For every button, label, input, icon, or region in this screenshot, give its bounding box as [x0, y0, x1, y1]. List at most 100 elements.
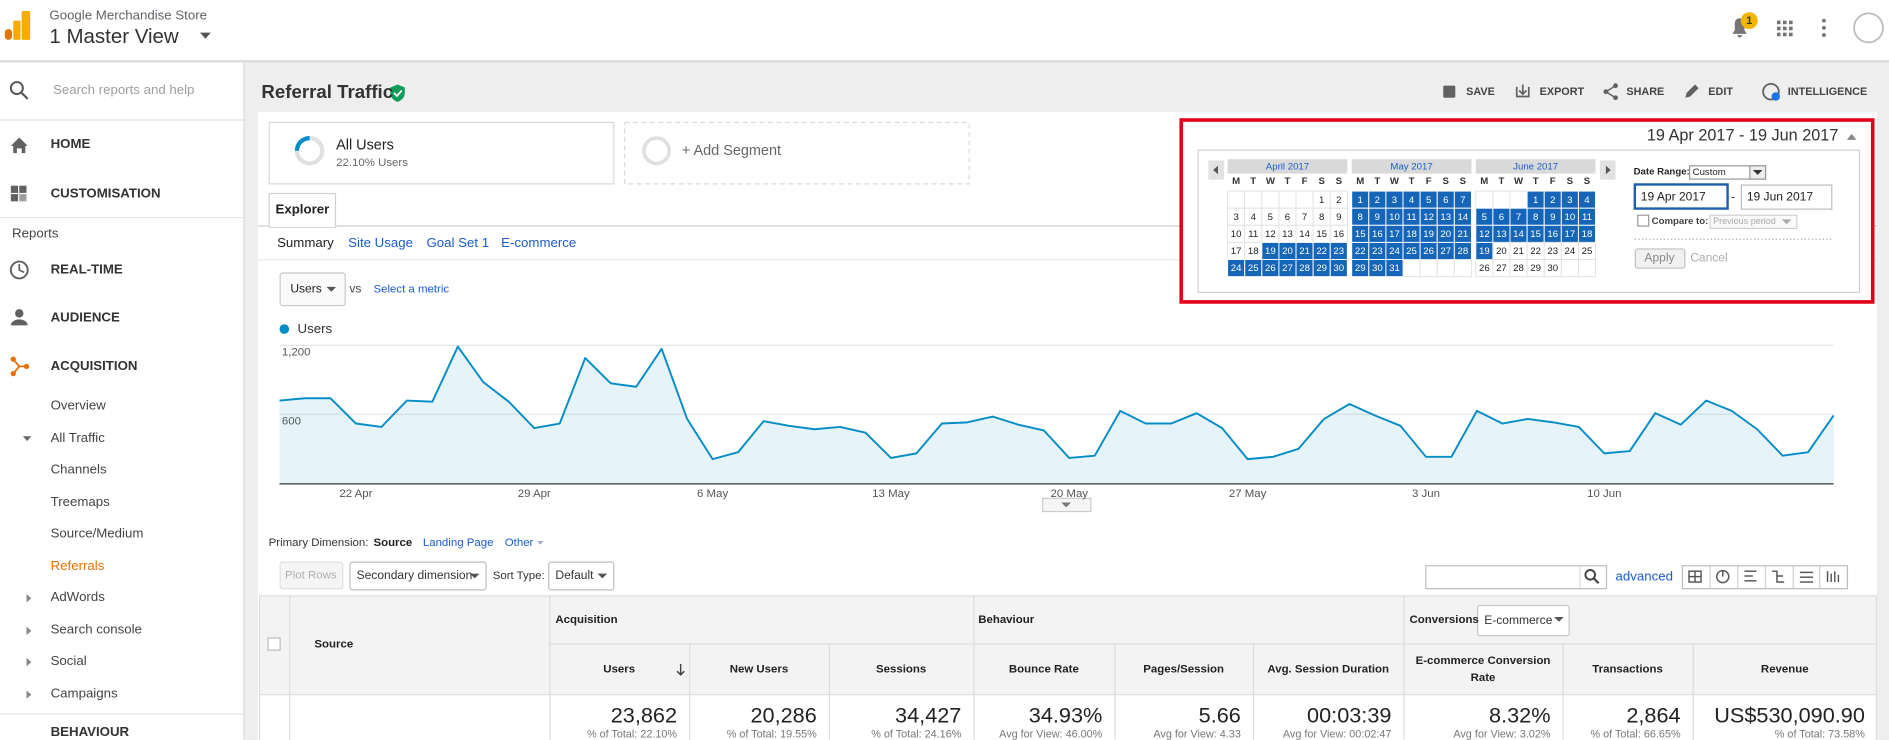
- day-number[interactable]: 4: [1251, 212, 1257, 223]
- day-number[interactable]: 29: [1530, 263, 1541, 274]
- day-number[interactable]: 7: [1460, 195, 1465, 206]
- day-number[interactable]: 22: [1355, 246, 1366, 257]
- day-number[interactable]: 10: [1565, 212, 1576, 223]
- day-number[interactable]: 18: [1248, 246, 1259, 257]
- day-number[interactable]: 3: [1392, 195, 1397, 206]
- day-number[interactable]: 11: [1248, 229, 1258, 240]
- day-number[interactable]: 25: [1582, 246, 1593, 257]
- metric-select[interactable]: Users: [290, 281, 321, 295]
- secondary-dimension[interactable]: Secondary dimension: [357, 568, 473, 582]
- day-number[interactable]: 6: [1499, 212, 1504, 223]
- nav-item[interactable]: BEHAVIOUR: [51, 724, 130, 739]
- day-number[interactable]: 14: [1513, 229, 1524, 240]
- action-button[interactable]: INTELLIGENCE: [1788, 86, 1867, 98]
- day-number[interactable]: 21: [1299, 246, 1310, 257]
- day-cell[interactable]: [1329, 259, 1348, 278]
- day-number[interactable]: 26: [1479, 263, 1490, 274]
- day-number[interactable]: 12: [1423, 212, 1434, 223]
- day-number[interactable]: 18: [1406, 229, 1417, 240]
- day-number[interactable]: 14: [1458, 212, 1469, 223]
- day-number[interactable]: 19: [1423, 229, 1434, 240]
- day-number[interactable]: 27: [1496, 263, 1507, 274]
- day-number[interactable]: 2: [1336, 195, 1341, 206]
- day-number[interactable]: 8: [1358, 212, 1363, 223]
- day-number[interactable]: 23: [1547, 246, 1558, 257]
- day-number[interactable]: 13: [1440, 212, 1451, 223]
- day-number[interactable]: 12: [1265, 229, 1276, 240]
- day-number[interactable]: 2: [1550, 195, 1555, 206]
- day-number[interactable]: 28: [1458, 246, 1469, 257]
- day-number[interactable]: 30: [1372, 263, 1383, 274]
- day-number[interactable]: 10: [1231, 229, 1242, 240]
- nav-subitem[interactable]: Referrals: [51, 558, 105, 573]
- day-number[interactable]: 21: [1513, 246, 1524, 257]
- day-number[interactable]: 30: [1547, 263, 1558, 274]
- day-number[interactable]: 5: [1482, 212, 1487, 223]
- day-number[interactable]: 29: [1355, 263, 1366, 274]
- start-date-input[interactable]: 19 Apr 2017: [1641, 189, 1706, 203]
- day-number[interactable]: 12: [1479, 229, 1490, 240]
- end-date-input[interactable]: 19 Jun 2017: [1747, 189, 1814, 203]
- day-number[interactable]: 24: [1565, 246, 1576, 257]
- action-button[interactable]: EDIT: [1708, 86, 1733, 98]
- day-number[interactable]: 1: [1358, 195, 1363, 206]
- day-number[interactable]: 16: [1547, 229, 1558, 240]
- day-number[interactable]: 3: [1233, 212, 1238, 223]
- day-number[interactable]: 28: [1299, 263, 1310, 274]
- sub-tab[interactable]: E-commerce: [501, 235, 576, 250]
- day-number[interactable]: 11: [1407, 212, 1417, 223]
- nav-subitem[interactable]: All Traffic: [51, 430, 106, 445]
- explorer-tab[interactable]: Explorer: [276, 201, 330, 216]
- nav-item[interactable]: ACQUISITION: [51, 358, 138, 373]
- nav-item[interactable]: CUSTOMISATION: [51, 186, 161, 201]
- day-number[interactable]: 9: [1375, 212, 1380, 223]
- day-number[interactable]: 9: [1336, 212, 1341, 223]
- nav-item[interactable]: HOME: [51, 136, 91, 151]
- day-number[interactable]: 25: [1248, 263, 1259, 274]
- segment-name[interactable]: All Users: [336, 138, 394, 154]
- select-metric[interactable]: Select a metric: [373, 283, 449, 295]
- column-header[interactable]: Sessions: [876, 662, 927, 676]
- day-number[interactable]: 6: [1443, 195, 1448, 206]
- column-header[interactable]: Pages/Session: [1143, 662, 1225, 676]
- day-number[interactable]: 13: [1496, 229, 1507, 240]
- dimension-option[interactable]: Other: [505, 537, 534, 549]
- day-number[interactable]: 2: [1375, 195, 1380, 206]
- day-number[interactable]: 29: [1316, 263, 1327, 274]
- advanced-link[interactable]: advanced: [1616, 569, 1673, 584]
- action-button[interactable]: SAVE: [1466, 86, 1495, 98]
- nav-subitem[interactable]: Social: [51, 653, 87, 668]
- day-number[interactable]: 20: [1282, 246, 1293, 257]
- day-number[interactable]: 5: [1268, 212, 1273, 223]
- day-number[interactable]: 18: [1582, 229, 1593, 240]
- apply-button[interactable]: Apply: [1644, 251, 1674, 265]
- add-segment[interactable]: + Add Segment: [682, 143, 781, 159]
- day-number[interactable]: 4: [1409, 195, 1415, 206]
- nav-subitem[interactable]: Treemaps: [51, 494, 111, 509]
- day-number[interactable]: 27: [1440, 246, 1451, 257]
- day-number[interactable]: 7: [1516, 212, 1521, 223]
- day-number[interactable]: 9: [1550, 212, 1555, 223]
- search-placeholder[interactable]: Search reports and help: [53, 82, 194, 97]
- day-number[interactable]: 16: [1333, 229, 1344, 240]
- column-header[interactable]: E-commerce Conversion Rate: [1415, 654, 1551, 685]
- nav-subitem[interactable]: Campaigns: [51, 686, 118, 701]
- sub-tab[interactable]: Goal Set 1: [426, 235, 489, 250]
- day-number[interactable]: 24: [1389, 246, 1400, 257]
- day-number[interactable]: 28: [1513, 263, 1524, 274]
- nav-subitem[interactable]: Source/Medium: [51, 525, 144, 540]
- day-number[interactable]: 15: [1355, 229, 1366, 240]
- day-number[interactable]: 8: [1533, 212, 1538, 223]
- dimension-option[interactable]: Landing Page: [423, 537, 494, 549]
- action-button[interactable]: SHARE: [1626, 86, 1664, 98]
- day-number[interactable]: 1: [1319, 195, 1324, 206]
- date-range-select[interactable]: Custom: [1693, 167, 1726, 178]
- day-number[interactable]: 31: [1389, 263, 1400, 274]
- nav-subitem[interactable]: AdWords: [51, 589, 106, 604]
- day-number[interactable]: 23: [1333, 246, 1344, 257]
- day-number[interactable]: 30: [1333, 263, 1344, 274]
- sort-select[interactable]: Default: [555, 568, 594, 582]
- day-number[interactable]: 21: [1458, 229, 1469, 240]
- day-number[interactable]: 14: [1299, 229, 1310, 240]
- day-number[interactable]: 20: [1440, 229, 1451, 240]
